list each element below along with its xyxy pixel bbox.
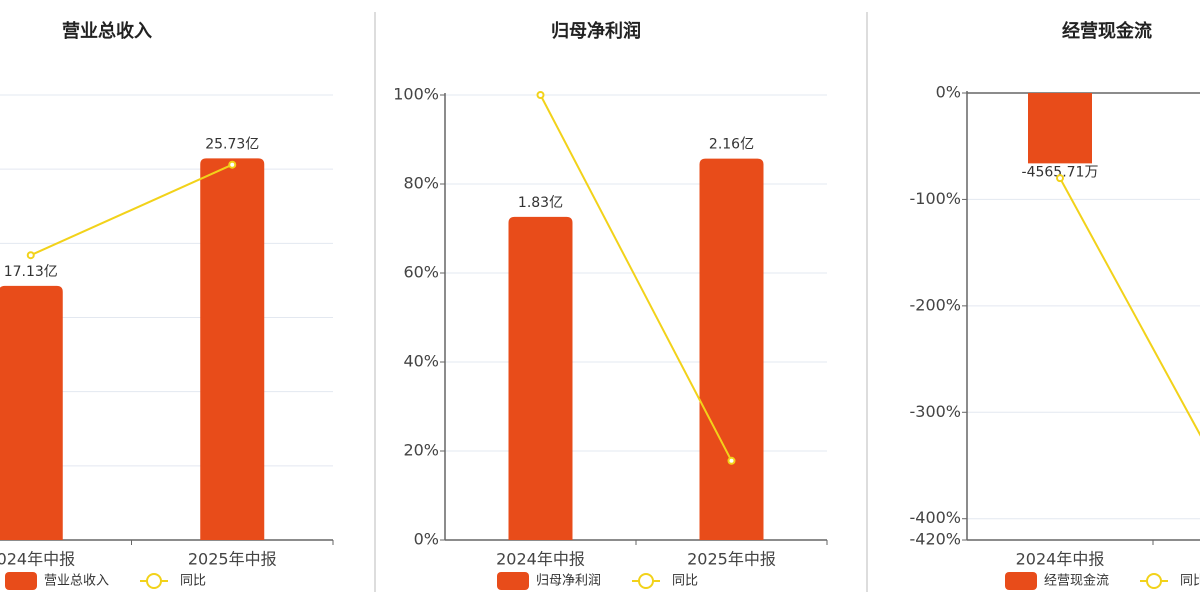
x-tick-label: 2024年中报 bbox=[1016, 550, 1105, 569]
y-tick-label: -100% bbox=[909, 189, 961, 208]
y-tick-label: 40% bbox=[403, 352, 439, 371]
y-tick-label: -400% bbox=[909, 508, 961, 527]
legend-marker bbox=[1146, 573, 1162, 589]
legend-swatch bbox=[497, 572, 529, 590]
x-tick-label: 2025年中报 bbox=[188, 550, 277, 569]
value-label: 17.13亿 bbox=[4, 264, 58, 280]
y-tick-label: -300% bbox=[909, 402, 961, 421]
bar bbox=[200, 158, 265, 541]
y-tick-label: 0% bbox=[414, 530, 439, 549]
legend-marker bbox=[638, 573, 654, 589]
bar bbox=[0, 285, 63, 540]
bar bbox=[508, 216, 573, 540]
line-point bbox=[26, 251, 35, 260]
line-point bbox=[536, 91, 545, 99]
value-label: -4565.71万 bbox=[1022, 164, 1099, 180]
line bbox=[539, 94, 733, 462]
chart-title: 归母净利润 bbox=[551, 20, 641, 42]
line-point bbox=[1056, 174, 1064, 183]
y-tick-label: 80% bbox=[403, 174, 439, 193]
legend-label: 经营现金流 bbox=[1044, 573, 1109, 589]
bar bbox=[1028, 93, 1092, 164]
legend-label: 同比 bbox=[1180, 574, 1200, 589]
x-tick-label: 2024年中报 bbox=[496, 550, 585, 569]
legend-swatch bbox=[1005, 572, 1037, 590]
y-tick-label: 0% bbox=[936, 83, 961, 102]
legend-swatch bbox=[5, 572, 37, 590]
y-tick-label: 20% bbox=[403, 441, 439, 460]
bar bbox=[699, 158, 764, 541]
chart-title: 营业总收入 bbox=[62, 20, 152, 42]
y-tick-label: -420% bbox=[909, 530, 961, 549]
value-label: 1.83亿 bbox=[518, 195, 563, 211]
legend-label: 同比 bbox=[180, 574, 206, 589]
legend-label: 归母净利润 bbox=[536, 574, 601, 589]
legend-label: 同比 bbox=[672, 574, 698, 589]
x-tick-label: 2025年中报 bbox=[687, 550, 776, 569]
line bbox=[30, 163, 233, 257]
line-point bbox=[228, 160, 237, 169]
legend-marker bbox=[146, 573, 162, 589]
line bbox=[1059, 177, 1200, 437]
x-tick-label: 2024年中报 bbox=[0, 550, 75, 569]
value-label: 2.16亿 bbox=[709, 137, 754, 153]
y-tick-label: 60% bbox=[403, 263, 439, 282]
line-point bbox=[727, 456, 736, 465]
chart-title: 经营现金流 bbox=[1062, 20, 1152, 42]
legend-label: 营业总收入 bbox=[44, 574, 109, 589]
value-label: 25.73亿 bbox=[205, 136, 259, 152]
y-tick-label: -200% bbox=[909, 295, 961, 314]
y-tick-label: 100% bbox=[393, 85, 439, 104]
